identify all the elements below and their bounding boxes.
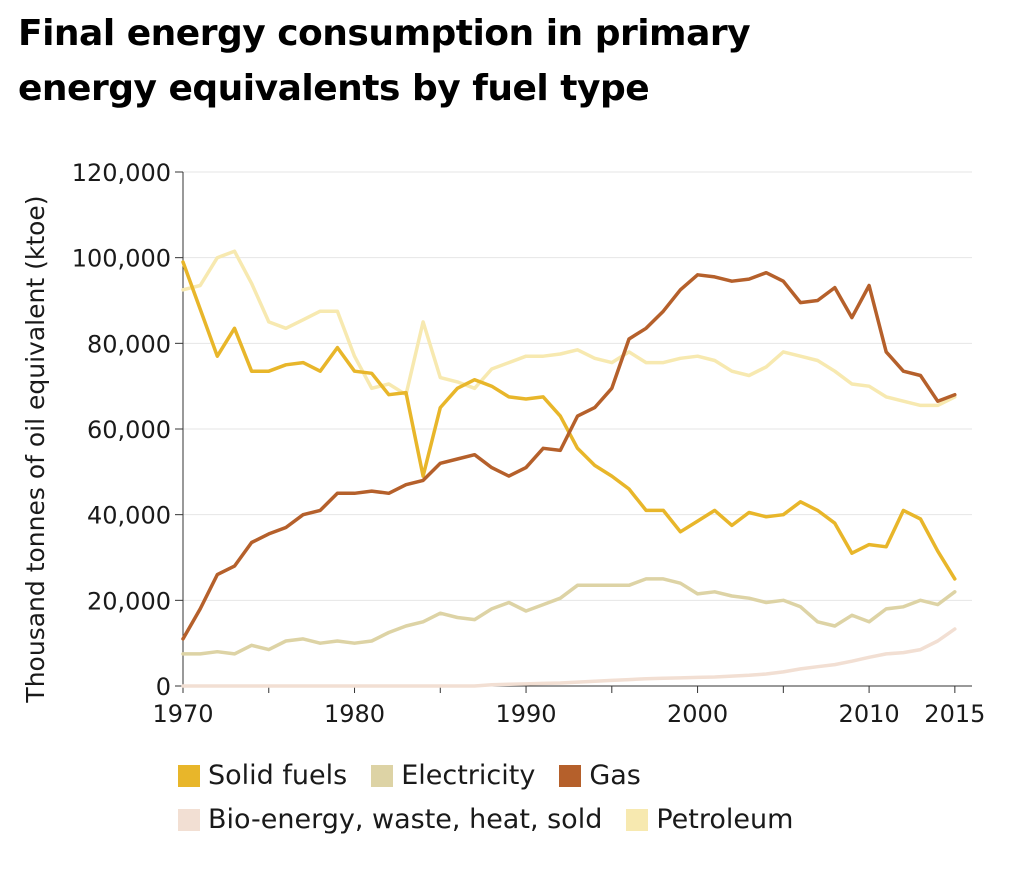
legend-item-electricity: Electricity xyxy=(371,760,535,791)
x-tick-label: 2010 xyxy=(839,700,900,728)
legend-label: Gas xyxy=(589,760,641,791)
y-axis-label: Thousand tonnes of oil equivalent (ktoe) xyxy=(21,195,50,703)
y-tick-label: 120,000 xyxy=(72,159,171,187)
series-line-electricity xyxy=(181,577,957,656)
legend-item-gas: Gas xyxy=(559,760,641,791)
legend-row-1: Solid fuels Electricity Gas xyxy=(178,760,665,791)
legend-item-petroleum: Petroleum xyxy=(626,804,793,835)
x-tick-label: 1970 xyxy=(152,700,213,728)
grid-lines xyxy=(183,171,972,601)
y-tick-label: 100,000 xyxy=(72,245,171,273)
series-line-gas xyxy=(181,270,957,641)
legend-label: Solid fuels xyxy=(208,760,348,791)
legend-swatch xyxy=(626,808,649,831)
x-tick-labels: 1970 1980 1990 2000 2010 2015 xyxy=(152,700,985,728)
chart-title-line-2: energy equivalents by fuel type xyxy=(18,68,650,109)
y-tick-label: 80,000 xyxy=(87,330,171,358)
y-tick-labels: 0 20,000 40,000 60,000 80,000 100,000 120,000 xyxy=(72,159,171,701)
legend-swatch xyxy=(178,764,200,787)
y-tick-label: 60,000 xyxy=(87,416,171,444)
series-lines xyxy=(181,249,957,688)
chart-title: Final energy consumption in primary ener… xyxy=(18,6,918,116)
legend-swatch xyxy=(559,764,582,787)
series-line-petroleum xyxy=(181,249,957,408)
x-tick-label: 1980 xyxy=(324,700,385,728)
x-tick-label: 2015 xyxy=(924,700,985,728)
y-tick-label: 0 xyxy=(156,673,171,701)
legend-label: Bio-energy, waste, heat, sold xyxy=(208,804,603,835)
x-tick-label: 1990 xyxy=(496,700,557,728)
series-line-solid-fuels xyxy=(181,260,957,581)
legend-label: Electricity xyxy=(401,760,536,791)
legend-row-2: Bio-energy, waste, heat, sold Petroleum xyxy=(178,804,817,835)
legend-swatch xyxy=(371,764,394,787)
chart-title-line-1: Final energy consumption in primary xyxy=(18,13,751,54)
y-tick-label: 40,000 xyxy=(87,502,171,530)
legend-item-bio-energy-waste-heat-sold: Bio-energy, waste, heat, sold xyxy=(178,804,602,835)
x-tick-label: 2000 xyxy=(667,700,728,728)
legend-item-solid-fuels: Solid fuels xyxy=(178,760,347,791)
legend-label: Petroleum xyxy=(656,804,794,835)
series-line-bio-energy-waste-heat-sold xyxy=(181,627,957,688)
y-tick-label: 20,000 xyxy=(87,587,171,615)
legend-swatch xyxy=(178,808,200,831)
